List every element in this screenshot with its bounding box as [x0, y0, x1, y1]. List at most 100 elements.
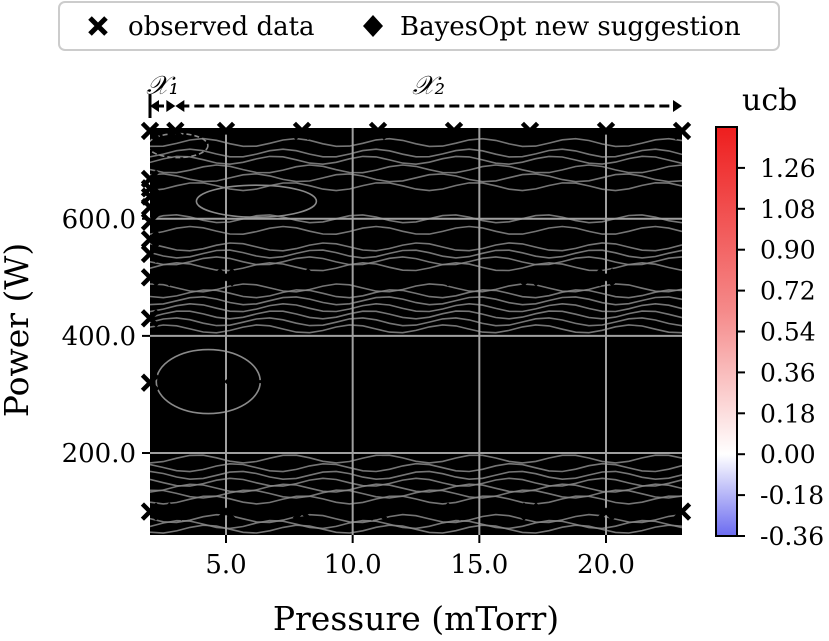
heatmap-cell	[264, 300, 271, 307]
heatmap-cell	[580, 209, 588, 216]
heatmap-cell	[492, 189, 499, 195]
heatmap-cell	[308, 367, 316, 373]
heatmap-cell	[561, 387, 569, 394]
heatmap-cell	[479, 189, 487, 195]
heatmap-cell	[207, 351, 214, 358]
heatmap-cell	[403, 275, 411, 282]
heatmap-cell	[511, 133, 518, 139]
heatmap-cell	[207, 311, 214, 317]
heatmap-cell	[276, 194, 284, 200]
heatmap-cell	[346, 397, 354, 404]
heatmap-cell	[561, 397, 569, 404]
heatmap-cell	[200, 341, 208, 348]
heatmap-cell	[568, 153, 575, 160]
heatmap-cell	[226, 194, 233, 200]
heatmap-cell	[162, 428, 170, 434]
heatmap-cell	[308, 346, 316, 353]
heatmap-cell	[542, 377, 550, 383]
heatmap-cell	[352, 285, 360, 292]
heatmap-cell	[656, 148, 664, 155]
heatmap-cell	[422, 423, 430, 429]
heatmap-cell	[194, 219, 202, 226]
heatmap-cell	[150, 387, 157, 394]
heatmap-cell	[625, 362, 632, 368]
heatmap-cell	[207, 341, 214, 348]
heatmap-cell	[200, 417, 208, 424]
heatmap-cell	[625, 148, 632, 155]
heatmap-cell	[295, 331, 303, 338]
heatmap-cell	[435, 362, 442, 368]
heatmap-cell	[435, 387, 442, 394]
heatmap-cell	[156, 336, 164, 343]
heatmap-cell	[504, 260, 512, 266]
heatmap-cell	[416, 194, 423, 200]
heatmap-cell	[156, 351, 164, 358]
heatmap-cell	[466, 397, 474, 404]
heatmap-cell	[428, 356, 436, 363]
heatmap-cell	[219, 326, 227, 333]
heatmap-cell	[612, 387, 620, 394]
heatmap-cell	[169, 194, 176, 200]
heatmap-cell	[542, 367, 550, 373]
heatmap-cell	[479, 199, 487, 205]
heatmap-cell	[359, 183, 366, 190]
heatmap-cell	[416, 407, 423, 414]
heatmap-cell	[587, 372, 594, 378]
heatmap-cell	[656, 209, 664, 216]
heatmap-cell	[219, 214, 227, 221]
heatmap-cell	[327, 280, 335, 287]
heatmap-cell	[549, 270, 556, 277]
heatmap-cell	[333, 214, 341, 221]
heatmap-cell	[390, 351, 398, 358]
heatmap-cell	[365, 183, 373, 190]
heatmap-cell	[175, 300, 183, 307]
heatmap-cell	[650, 224, 658, 231]
heatmap-cell	[549, 402, 556, 409]
heatmap-cell	[188, 260, 195, 266]
heatmap-cell	[656, 285, 664, 292]
heatmap-cell	[549, 204, 556, 210]
heatmap-cell	[644, 158, 651, 165]
heatmap-cell	[422, 168, 430, 175]
heatmap-cell	[523, 234, 531, 241]
heatmap-cell	[270, 163, 278, 170]
heatmap-cell	[207, 423, 214, 429]
heatmap-cell	[409, 245, 417, 251]
heatmap-cell	[397, 372, 404, 378]
heatmap-cell	[194, 392, 202, 399]
heatmap-cell	[669, 407, 677, 414]
heatmap-cell	[498, 239, 506, 246]
heatmap-cell	[675, 382, 682, 389]
heatmap-cell	[175, 306, 183, 312]
heatmap-cell	[517, 239, 525, 246]
heatmap-cell	[333, 321, 341, 328]
heatmap-cell	[283, 260, 290, 266]
heatmap-cell	[384, 295, 392, 302]
heatmap-cell	[650, 138, 658, 144]
heatmap-cell	[599, 407, 607, 414]
heatmap-cell	[226, 397, 233, 404]
heatmap-cell	[264, 133, 271, 139]
heatmap-cell	[219, 239, 227, 246]
heatmap-cell	[536, 153, 544, 160]
heatmap-cell	[612, 377, 620, 383]
heatmap-cell	[536, 224, 544, 231]
heatmap-cell	[232, 209, 240, 216]
heatmap-cell	[169, 387, 176, 394]
heatmap-cell	[219, 387, 227, 394]
heatmap-cell	[346, 163, 354, 170]
heatmap-cell	[289, 265, 297, 272]
heatmap-cell	[593, 387, 601, 394]
heatmap-cell	[523, 194, 531, 200]
heatmap-cell	[162, 285, 170, 292]
heatmap-cell	[422, 219, 430, 226]
heatmap-cell	[618, 306, 626, 312]
heatmap-cell	[390, 270, 398, 277]
heatmap-cell	[517, 224, 525, 231]
heatmap-cell	[574, 280, 582, 287]
heatmap-cell	[561, 168, 569, 175]
heatmap-cell	[308, 260, 316, 266]
heatmap-cell	[295, 280, 303, 287]
heatmap-cell	[409, 133, 417, 139]
heatmap-cell	[441, 331, 449, 338]
